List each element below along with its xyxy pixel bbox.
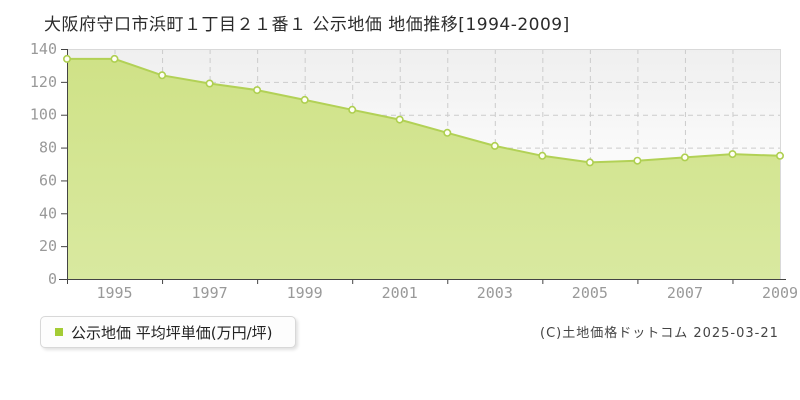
data-point-2003 [490, 141, 499, 150]
page-title: 大阪府守口市浜町１丁目２１番１ 公示地価 地価推移[1994-2009] [44, 15, 570, 35]
y-tick-label: 20 [39, 237, 57, 255]
legend-square-icon [55, 328, 63, 336]
x-tick-label: 2005 [572, 284, 608, 302]
x-tick-label: 1995 [96, 284, 132, 302]
x-tick-label: 2007 [667, 284, 703, 302]
x-tick-label: 2001 [382, 284, 418, 302]
data-point-1996 [158, 71, 167, 80]
data-point-1998 [253, 86, 262, 95]
legend-label: 公示地価 平均坪単価(万円/坪) [71, 323, 273, 342]
data-point-2007 [680, 153, 689, 162]
data-point-2000 [348, 105, 357, 114]
data-point-2004 [538, 151, 547, 160]
data-point-2005 [585, 158, 594, 167]
data-point-2009 [775, 151, 784, 160]
copyright: (C)土地価格ドットコム 2025-03-21 [540, 326, 779, 341]
y-tick-label: 60 [39, 171, 57, 189]
x-tick-label: 2009 [762, 284, 798, 302]
x-tick-label: 1999 [287, 284, 323, 302]
price-area [67, 58, 780, 280]
data-point-2006 [633, 156, 642, 165]
y-tick-label: 80 [39, 139, 57, 157]
x-tick-label: 1997 [192, 284, 228, 302]
price-trend-chart: 0 20 40 60 80 100 120 140 1995 1997 1999 2001 2003 20… [30, 40, 798, 302]
data-point-1997 [205, 79, 214, 88]
y-tick-label: 40 [39, 204, 57, 222]
data-point-2002 [443, 128, 452, 137]
x-tick-label: 2003 [477, 284, 513, 302]
price-line [67, 57, 781, 164]
data-point-1995 [110, 54, 119, 63]
data-point-2001 [395, 115, 404, 124]
legend: 公示地価 平均坪単価(万円/坪) [40, 316, 296, 348]
y-tick-label: 0 [48, 270, 57, 288]
y-tick-label: 120 [30, 73, 57, 91]
data-point-1999 [300, 95, 309, 104]
y-tick-label: 140 [30, 40, 57, 58]
data-point-1994 [62, 54, 71, 63]
data-point-2008 [728, 150, 737, 159]
y-tick-label: 100 [30, 106, 57, 124]
